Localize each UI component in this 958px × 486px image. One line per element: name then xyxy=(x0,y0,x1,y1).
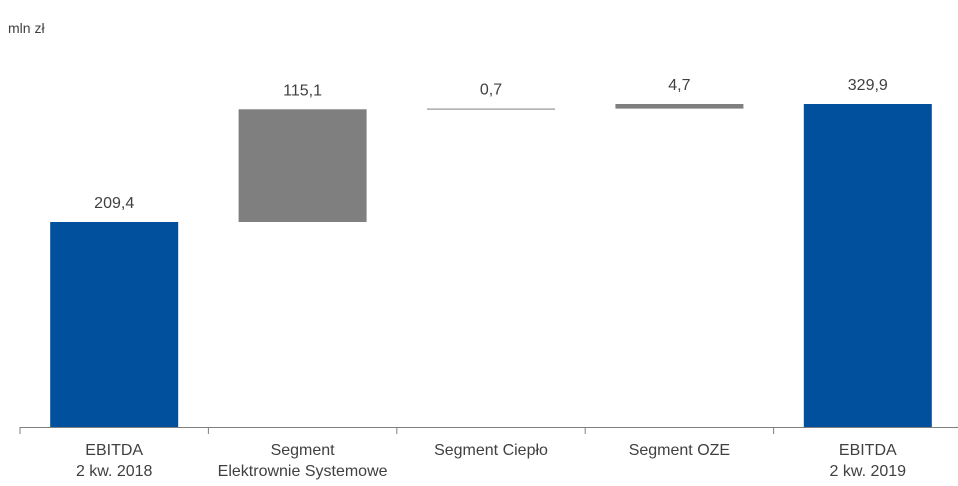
data-label-3: 0,7 xyxy=(480,82,502,99)
bar-5 xyxy=(803,104,932,427)
category-label-5-line-1: EBITDA xyxy=(839,442,897,459)
data-label-1: 209,4 xyxy=(94,195,134,212)
bar-1 xyxy=(50,221,179,427)
category-label-4-line-1: Segment OZE xyxy=(629,442,730,459)
category-label-3-line-1: Segment Ciepło xyxy=(434,442,548,459)
data-label-2: 115,1 xyxy=(283,82,322,99)
category-label-1-line-2: 2 kw. 2018 xyxy=(76,463,153,480)
data-label-4: 4,7 xyxy=(668,77,690,94)
unit-label: mln zł xyxy=(8,20,45,36)
category-label-2-line-1: Segment xyxy=(271,442,336,459)
bar-4 xyxy=(615,104,744,109)
bar-3 xyxy=(427,108,555,110)
category-label-2-line-2: Elektrownie Systemowe xyxy=(218,463,388,480)
bar-2 xyxy=(238,109,367,222)
category-label-1-line-1: EBITDA xyxy=(85,442,143,459)
category-label-5-line-2: 2 kw. 2019 xyxy=(830,463,907,480)
data-label-5: 329,9 xyxy=(848,77,888,94)
